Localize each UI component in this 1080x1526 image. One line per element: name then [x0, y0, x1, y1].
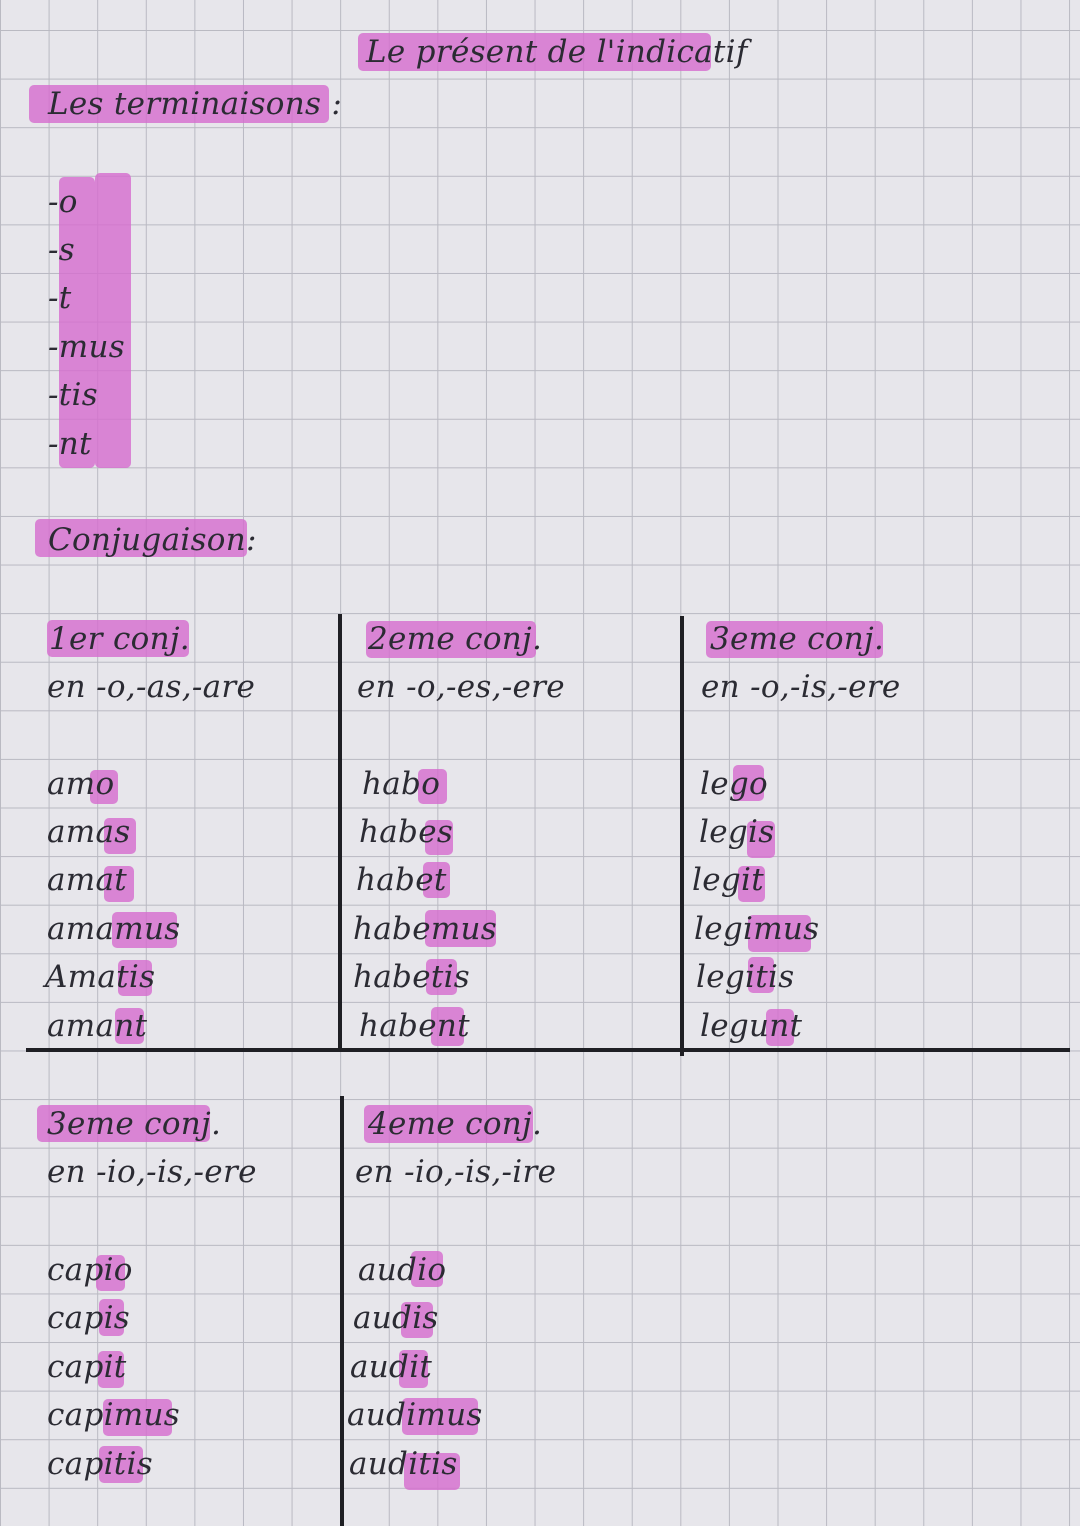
conj-3-form: legit [692, 862, 764, 898]
ending-item: -t [48, 280, 72, 316]
conj-2-form: habemus [353, 911, 498, 947]
conj-3-form: legis [699, 814, 775, 850]
conj-3-form: legimus [694, 911, 820, 947]
ending-item: -mus [48, 329, 125, 365]
conj-2-form: habent [359, 1008, 470, 1044]
divider-line [680, 616, 684, 1056]
conj-2-form: habo [362, 766, 441, 802]
conj-3b-form: capio [47, 1252, 133, 1288]
conj-4-form: audit [350, 1349, 433, 1385]
conj-3b-form: capimus [47, 1397, 180, 1433]
ending-item: -nt [48, 426, 92, 462]
conj-1-form: Amatis [45, 959, 156, 995]
conj-1-pattern: en -o,-as,-are [47, 669, 256, 705]
conj-1-form: amant [47, 1008, 148, 1044]
conj-1-form: amas [47, 814, 131, 850]
conj-3-form: lego [700, 766, 768, 802]
conj-3b-form: capis [47, 1300, 131, 1336]
ending-item: -o [48, 184, 78, 220]
conj-4-form: auditis [349, 1446, 458, 1482]
conj-3b-form: capit [47, 1349, 127, 1385]
endings-heading: Les terminaisons : [48, 86, 343, 122]
conj-4-form: audio [358, 1252, 447, 1288]
divider-line [26, 1048, 1070, 1052]
divider-line [340, 1096, 344, 1526]
ending-item: -s [48, 232, 75, 268]
conj-2-form: habes [359, 814, 454, 850]
conj-3b-name: 3eme conj. [47, 1106, 222, 1142]
conj-2-form: habet [356, 862, 447, 898]
conj-4-form: audimus [347, 1397, 483, 1433]
page-title: Le présent de l'indicatif [366, 34, 748, 70]
ending-item: -tis [48, 377, 98, 413]
conj-3b-form: capitis [47, 1446, 153, 1482]
conj-2-name: 2eme conj. [368, 621, 543, 657]
conj-3-pattern: en -o,-is,-ere [701, 669, 901, 705]
conj-2-form: habetis [353, 959, 471, 995]
conj-1-form: amamus [47, 911, 181, 947]
conj-1-form: amo [47, 766, 115, 802]
conj-4-form: audis [353, 1300, 439, 1336]
conj-1-name: 1er conj. [49, 621, 190, 657]
conj-3b-pattern: en -io,-is,-ere [47, 1154, 257, 1190]
conj-3-name: 3eme conj. [710, 621, 885, 657]
conj-4-pattern: en -io,-is,-ire [355, 1154, 557, 1190]
conjugation-heading: Conjugaison: [48, 522, 257, 558]
conj-3-form: legunt [700, 1008, 803, 1044]
conj-1-form: amat [47, 862, 128, 898]
divider-line [338, 614, 342, 1051]
conj-2-pattern: en -o,-es,-ere [357, 669, 565, 705]
conj-4-name: 4eme conj. [368, 1106, 543, 1142]
conj-3-form: legitis [696, 959, 795, 995]
